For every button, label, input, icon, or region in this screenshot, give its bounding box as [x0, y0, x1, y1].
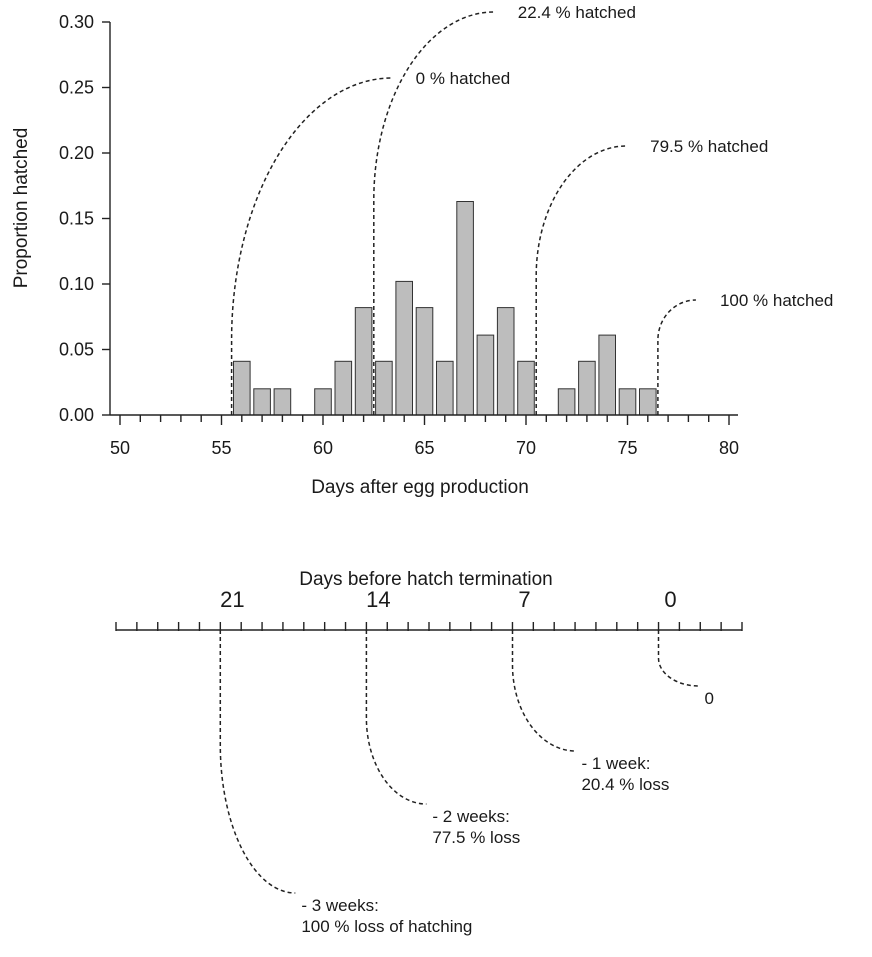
loss-annotation: 0	[705, 689, 714, 708]
bar	[253, 388, 271, 416]
y-tick-label: 0.20	[59, 143, 94, 163]
loss-annotation-line: - 2 weeks:	[432, 807, 509, 826]
bar	[496, 307, 515, 416]
y-axis-label: Proportion hatched	[11, 128, 32, 289]
hatch-leader-line	[657, 299, 696, 415]
y-tick-label: 0.00	[59, 405, 94, 425]
loss-annotation-line: 0	[705, 689, 714, 708]
loss-annotation: - 1 week: 20.4 % loss	[581, 754, 669, 794]
loss-annotation-line: 77.5 % loss	[432, 828, 520, 847]
bar	[233, 360, 251, 416]
x-tick-label: 70	[516, 438, 536, 458]
loss-annotation-line: - 1 week:	[581, 754, 650, 773]
loss-annotation: - 2 weeks: 77.5 % loss	[432, 807, 520, 847]
hatch-annotation: 100 % hatched	[720, 291, 833, 310]
x-axis-label: Days after egg production	[311, 477, 529, 498]
timeline-tick-labels: 21 14 7 0	[220, 587, 677, 612]
bar	[639, 388, 657, 416]
bar	[415, 307, 434, 416]
bars	[233, 201, 657, 416]
hatch-leader-line	[230, 77, 392, 415]
bar	[314, 388, 332, 416]
x-tick-label: 50	[110, 438, 130, 458]
x-ticks: 50 55 60 65 70 75 80	[110, 415, 739, 458]
bar	[375, 360, 393, 416]
bar	[436, 360, 454, 416]
bar	[334, 360, 353, 416]
y-tick-label: 0.30	[59, 12, 94, 32]
loss-annotation-line: 100 % loss of hatching	[301, 917, 472, 936]
loss-leader-line	[365, 630, 427, 805]
hatch-proportion-chart: 0.00 0.05 0.10 0.15 0.20 0.25 0.30 50 55 60 65 70 7…	[11, 3, 833, 498]
bar	[578, 360, 596, 416]
timeline-ticks	[115, 622, 743, 631]
y-tick-label: 0.15	[59, 209, 94, 229]
y-tick-label: 0.10	[59, 274, 94, 294]
bar	[598, 334, 617, 416]
x-tick-label: 65	[414, 438, 434, 458]
bar	[557, 388, 576, 416]
bar	[618, 388, 637, 416]
loss-leader-line	[219, 630, 296, 894]
loss-leader-line	[511, 630, 576, 752]
loss-annotation: - 3 weeks: 100 % loss of hatching	[301, 896, 472, 936]
hatch-leader-line	[535, 145, 627, 415]
bar	[476, 334, 495, 416]
timeline-tick-label: 21	[220, 587, 244, 612]
hatch-annotation: 0 % hatched	[416, 69, 511, 88]
hatch-annotation: 79.5 % hatched	[650, 137, 768, 156]
timeline-tick-label: 7	[518, 587, 530, 612]
bar	[395, 280, 413, 416]
bar	[517, 360, 535, 416]
hatch-annotation: 22.4 % hatched	[518, 3, 636, 22]
x-tick-label: 80	[719, 438, 739, 458]
y-ticks: 0.00 0.05 0.10 0.15 0.20 0.25 0.30	[59, 12, 110, 425]
loss-annotations: - 3 weeks: 100 % loss of hatching - 2 week…	[219, 630, 714, 936]
hatch-leader-line	[373, 11, 494, 415]
timeline-tick-label: 0	[664, 587, 676, 612]
x-tick-label: 60	[313, 438, 333, 458]
x-tick-label: 75	[617, 438, 637, 458]
hatch-annotations: 0 % hatched 22.4 % hatched 79.5 % hatched 1…	[230, 3, 833, 415]
timeline-title: Days before hatch termination	[299, 569, 552, 590]
x-tick-label: 55	[211, 438, 231, 458]
loss-leader-line	[657, 630, 699, 687]
bar	[354, 307, 373, 416]
bar	[273, 388, 292, 416]
y-tick-label: 0.05	[59, 340, 94, 360]
timeline-tick-label: 14	[366, 587, 390, 612]
loss-annotation-line: 20.4 % loss	[581, 775, 669, 794]
bar	[456, 201, 474, 416]
loss-annotation-line: - 3 weeks:	[301, 896, 378, 915]
hatch-termination-timeline: Days before hatch termination 21 14 7 0 - 3…	[115, 569, 743, 936]
y-tick-label: 0.25	[59, 78, 94, 98]
